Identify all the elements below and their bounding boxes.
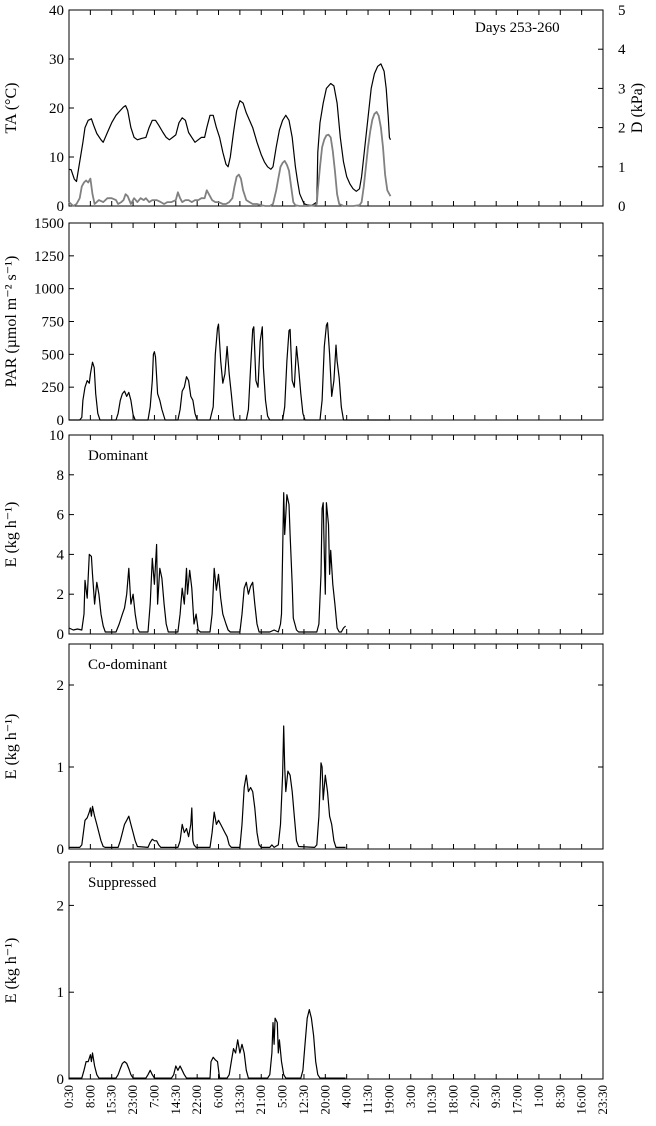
y-axis-label: PAR (µmol m⁻² s⁻¹): [3, 256, 20, 388]
x-tick-label: 13:30: [232, 1085, 247, 1115]
series-line: [68, 111, 392, 207]
y-tick-label: 2: [57, 678, 65, 694]
x-tick-label: 5:00: [275, 1085, 290, 1108]
y-tick-label: 8: [57, 468, 65, 484]
y-tick-label: 0: [57, 413, 65, 429]
y-tick-label: 750: [42, 315, 65, 331]
panel-annotation: Days 253-260: [475, 20, 560, 36]
series-line: [68, 63, 392, 207]
panel-suppressed: 0 1 2 E (kg h⁻¹) Suppressed: [3, 861, 604, 1088]
x-tick-label: 21:00: [253, 1085, 268, 1115]
y-tick-label: 40: [49, 3, 64, 19]
y-tick-label: 500: [42, 347, 65, 363]
x-tick-label: 19:00: [381, 1085, 396, 1115]
x-tick-label: 7:00: [146, 1085, 161, 1108]
x-tick-label: 23:30: [595, 1085, 610, 1115]
series-line: [69, 322, 391, 421]
y-axis-label: TA (°C): [3, 83, 20, 134]
x-tick-label: 12:30: [296, 1085, 311, 1115]
panel-temperature-vpd: 0 10 20 30 40 0 1 2 3 4 5 D (kPa) TA (°C) Days 253-26…: [3, 3, 646, 215]
y-tick-label: 2: [57, 898, 65, 914]
y-tick-label: 20: [49, 101, 64, 117]
y-tick-label: 0: [57, 199, 65, 215]
y-tick-label: 0: [57, 842, 65, 858]
panel-annotation: Dominant: [88, 448, 149, 464]
y-tick-label: 1000: [34, 282, 64, 298]
panel-co-dominant: 0 1 2 E (kg h⁻¹) Co-dominant: [3, 643, 604, 858]
x-tick-label: 10:30: [424, 1085, 439, 1115]
y2-tick-label: 3: [618, 81, 626, 97]
x-tick-label: 17:00: [510, 1085, 525, 1115]
plot-frame: [68, 643, 604, 850]
y2-tick-label: 1: [618, 160, 626, 176]
x-tick-label: 8:30: [552, 1085, 567, 1108]
y2-tick-label: 0: [618, 199, 626, 215]
y-tick-label: 0: [57, 1072, 65, 1088]
y2-tick-label: 5: [618, 3, 626, 19]
y-tick-label: 250: [42, 380, 65, 396]
panel-annotation: Co-dominant: [88, 657, 168, 673]
x-tick-label: 23:00: [125, 1085, 140, 1115]
x-tick-label: 2:00: [467, 1085, 482, 1108]
y-tick-label: 4: [57, 547, 65, 563]
y-axis-label: E (kg h⁻¹): [3, 502, 20, 568]
y-tick-label: 1500: [34, 216, 64, 232]
series-line: [69, 725, 346, 848]
x-tick-label: 20:00: [317, 1085, 332, 1115]
series-line: [69, 1009, 346, 1079]
x-tick-label: 3:00: [403, 1085, 418, 1108]
y-axis-label: E (kg h⁻¹): [3, 938, 20, 1004]
y-tick-label: 0: [57, 627, 65, 643]
y-tick-label: 10: [49, 150, 64, 166]
x-tick-label: 9:30: [488, 1085, 503, 1108]
x-tick-label: 14:30: [168, 1085, 183, 1115]
x-tick-label: 22:00: [189, 1085, 204, 1115]
series-line: [68, 492, 347, 633]
y-axis-label: E (kg h⁻¹): [3, 714, 20, 780]
x-tick-label: 8:00: [82, 1085, 97, 1108]
plot-frame: [68, 861, 604, 1080]
panel-dominant: 0 2 4 6 8 10 E (kg h⁻¹) Dominant: [3, 428, 604, 643]
y-tick-label: 30: [49, 52, 64, 68]
y-tick-label: 1250: [34, 249, 64, 265]
y2-axis-label: D (kPa): [629, 83, 646, 133]
x-tick-label: 16:00: [574, 1085, 589, 1115]
y-tick-label: 1: [57, 985, 65, 1001]
y-tick-label: 6: [57, 508, 65, 524]
y-tick-label: 10: [49, 428, 64, 444]
y2-tick-label: 2: [618, 121, 626, 137]
y-tick-label: 1: [57, 760, 65, 776]
x-tick-label: 1:00: [531, 1085, 546, 1108]
y-tick-label: 2: [57, 587, 65, 603]
x-tick-label: 0:30: [61, 1085, 76, 1108]
x-tick-label: 18:00: [445, 1085, 460, 1115]
panel-par: 0 250 500 750 1000 1250 1500 PAR (µmol m⁻² s⁻¹): [3, 216, 604, 429]
x-tick-label: 15:30: [104, 1085, 119, 1115]
x-tick-label: 11:30: [360, 1085, 375, 1114]
y2-tick-label: 4: [618, 42, 626, 58]
x-tick-label: 6:00: [211, 1085, 226, 1108]
panel-annotation: Suppressed: [88, 875, 157, 891]
x-tick-label: 4:00: [339, 1085, 354, 1108]
plot-frame: [68, 222, 604, 421]
plot-frame: [68, 434, 604, 635]
